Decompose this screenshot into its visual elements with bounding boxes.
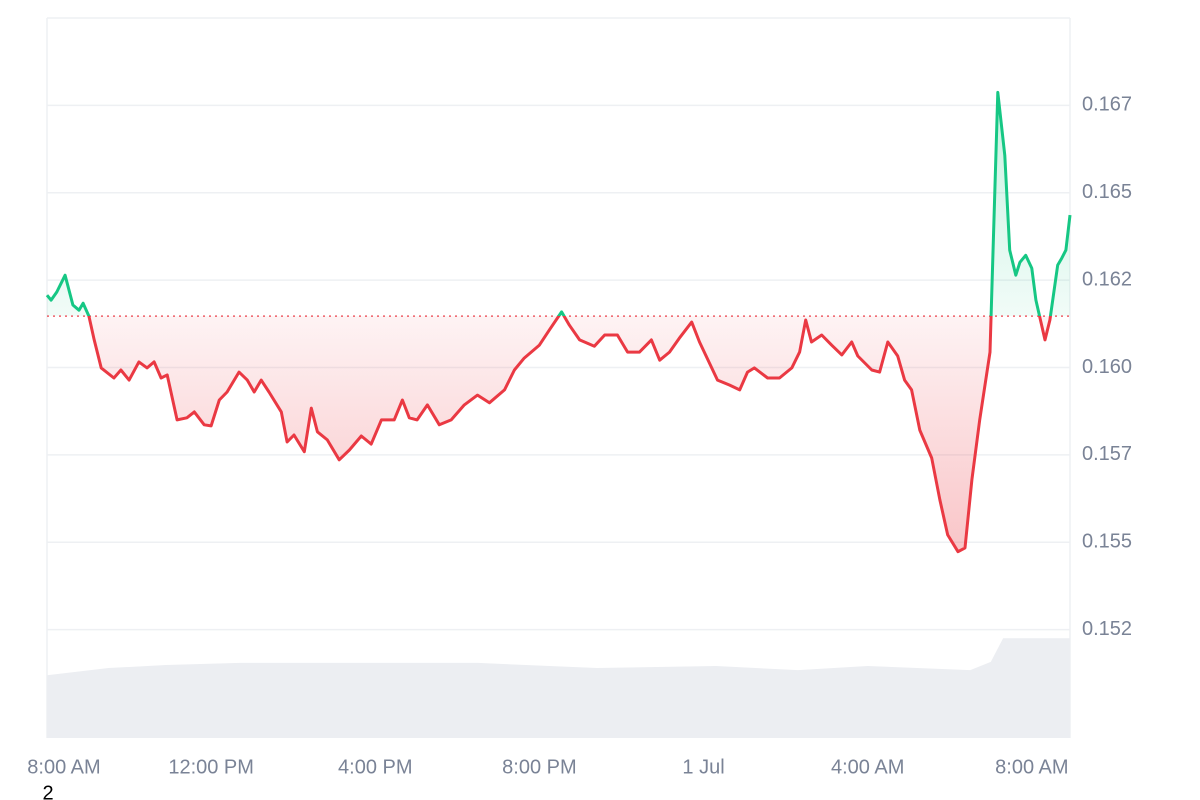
y-tick-label: 0.165	[1082, 181, 1132, 203]
y-tick-label: 0.155	[1082, 531, 1132, 553]
x-tick-label: 8:00 PM	[502, 756, 576, 778]
area-fill	[47, 92, 1070, 552]
y-tick-label: 0.157	[1082, 443, 1132, 465]
y-tick-label: 0.162	[1082, 268, 1132, 290]
price-line	[45, 90, 1072, 554]
y-tick-label: 0.152	[1082, 618, 1132, 640]
x-tick-label: 1 Jul	[682, 756, 724, 778]
x-tick-label: 8:00 AM	[27, 756, 100, 778]
footnote: 2	[42, 782, 53, 800]
x-tick-label: 12:00 PM	[168, 756, 254, 778]
x-tick-label: 8:00 AM	[995, 756, 1068, 778]
y-tick-label: 0.167	[1082, 94, 1132, 116]
x-tick-label: 4:00 AM	[831, 756, 904, 778]
x-tick-label: 4:00 PM	[338, 756, 412, 778]
y-tick-label: 0.160	[1082, 356, 1132, 378]
volume-area	[47, 638, 1070, 738]
